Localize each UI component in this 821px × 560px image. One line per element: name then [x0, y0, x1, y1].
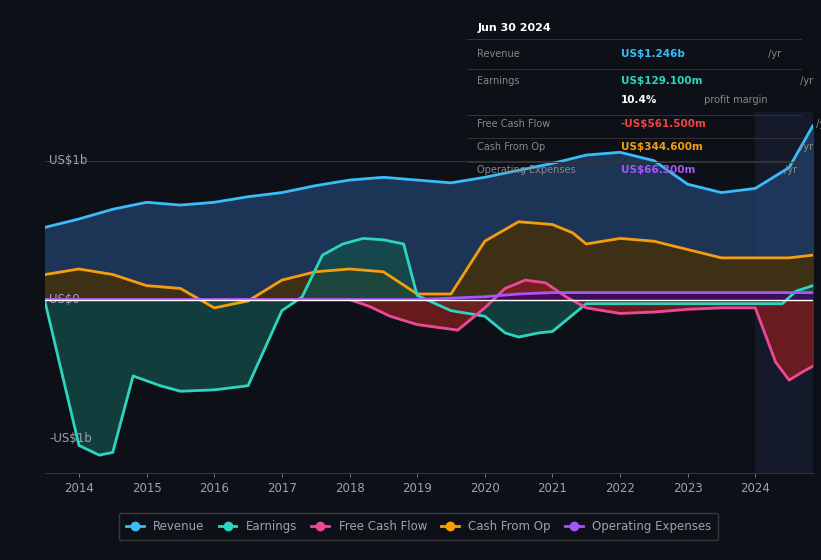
Text: Operating Expenses: Operating Expenses [478, 165, 576, 175]
Text: /yr: /yr [764, 49, 781, 59]
Text: /yr: /yr [796, 76, 813, 86]
Text: Revenue: Revenue [478, 49, 521, 59]
Text: Earnings: Earnings [478, 76, 520, 86]
Text: US$344.600m: US$344.600m [621, 142, 703, 152]
Text: -US$1b: -US$1b [49, 432, 92, 445]
Text: /yr: /yr [813, 119, 821, 129]
Text: /yr: /yr [781, 165, 797, 175]
Text: 10.4%: 10.4% [621, 95, 657, 105]
Text: Free Cash Flow: Free Cash Flow [478, 119, 551, 129]
Text: US$1b: US$1b [49, 154, 87, 167]
Text: US$129.100m: US$129.100m [621, 76, 702, 86]
Text: -US$561.500m: -US$561.500m [621, 119, 706, 129]
Text: Cash From Op: Cash From Op [478, 142, 546, 152]
Text: /yr: /yr [796, 142, 813, 152]
Text: profit margin: profit margin [700, 95, 768, 105]
Text: US$1.246b: US$1.246b [621, 49, 685, 59]
Text: Jun 30 2024: Jun 30 2024 [478, 23, 551, 33]
Legend: Revenue, Earnings, Free Cash Flow, Cash From Op, Operating Expenses: Revenue, Earnings, Free Cash Flow, Cash … [119, 513, 718, 540]
Text: US$0: US$0 [49, 293, 80, 306]
Text: US$66.300m: US$66.300m [621, 165, 695, 175]
Bar [755, 112, 813, 473]
